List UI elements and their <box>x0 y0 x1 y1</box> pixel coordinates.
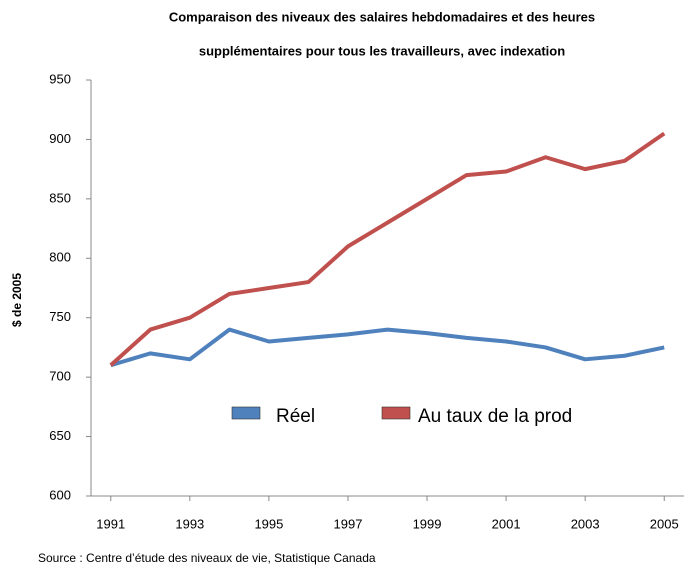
y-tick-label: 650 <box>49 428 71 443</box>
legend-swatch <box>231 406 261 420</box>
x-tick-label: 1995 <box>254 516 283 531</box>
chart-title: supplémentaires pour tous les travailleu… <box>199 43 565 58</box>
chart-title: Comparaison des niveaux des salaires heb… <box>169 9 595 24</box>
line <box>110 327 665 368</box>
x-tick-label: 1991 <box>96 516 125 531</box>
x-tick-label: 1997 <box>334 516 363 531</box>
legend-label: Au taux de la prod <box>418 406 572 427</box>
y-tick-label: 900 <box>49 131 71 146</box>
x-tick-label: 1993 <box>175 516 204 531</box>
y-tick-label: 800 <box>49 250 71 265</box>
y-axis-label: $ de 2005 <box>10 273 24 327</box>
line <box>109 131 666 367</box>
source: Source : Centre d’étude des niveaux de v… <box>38 551 376 565</box>
x-tick-label: 2003 <box>571 516 600 531</box>
y-tick-label: 600 <box>49 487 71 502</box>
x-tick-label: 2001 <box>492 516 521 531</box>
y-tick-label: 950 <box>49 71 71 86</box>
x-tick-label: 1999 <box>413 516 442 531</box>
x-tick-label: 2005 <box>650 516 679 531</box>
y-tick-label: 850 <box>49 190 71 205</box>
legend-swatch <box>381 406 411 420</box>
legend-label: Réel <box>276 406 315 427</box>
y-tick-label: 750 <box>49 309 71 324</box>
y-tick-label: 700 <box>49 369 71 384</box>
